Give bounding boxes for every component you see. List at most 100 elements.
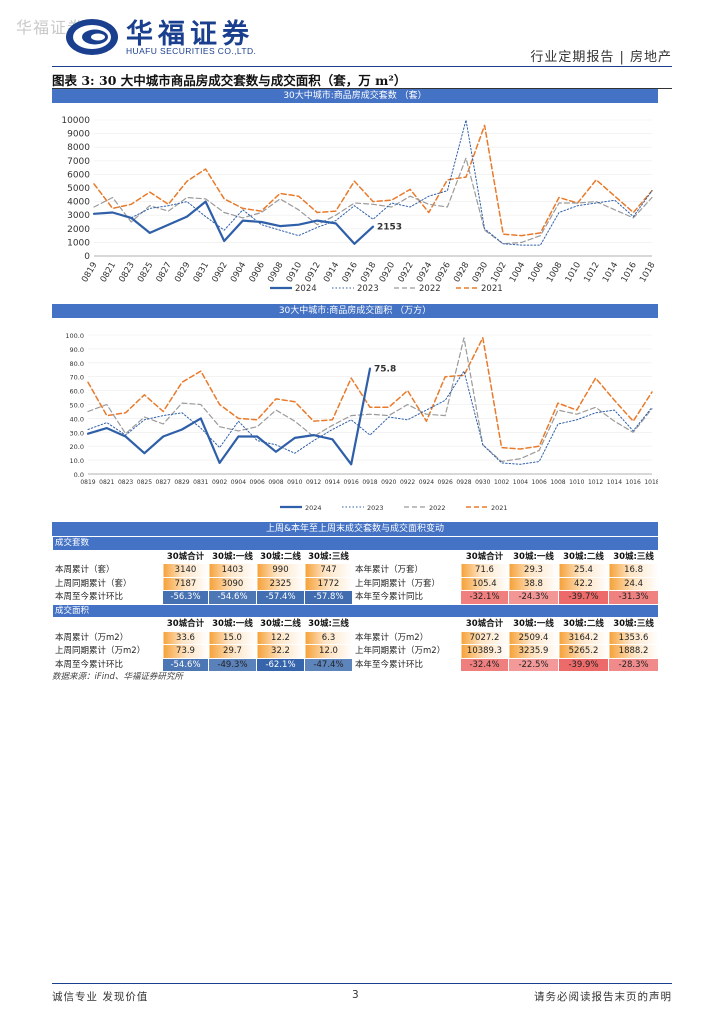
chart1-title: 30大中城市:商品房成交套数 （套） xyxy=(283,91,427,101)
x-tick-label: 0823 xyxy=(118,479,133,486)
y-tick-label: 4000 xyxy=(67,198,90,208)
y-tick-label: 2000 xyxy=(67,225,90,235)
x-tick-label: 0904 xyxy=(231,479,246,486)
row-label: 本周累计（万m2） xyxy=(52,630,163,645)
x-tick-label: 0831 xyxy=(192,261,211,285)
table-cell: 12.0 xyxy=(304,644,353,659)
x-tick-label: 0928 xyxy=(452,261,471,285)
x-tick-label: 1014 xyxy=(607,479,622,486)
y-tick-label: 70.0 xyxy=(70,374,84,382)
table-cell: 71.6 xyxy=(460,563,509,578)
table-cell: 6.3 xyxy=(304,630,353,645)
y-tick-label: 40.0 xyxy=(70,415,84,423)
x-tick-label: 0910 xyxy=(285,261,304,285)
x-tick-label: 1004 xyxy=(513,479,528,486)
legend-label-2022: 2022 xyxy=(429,504,446,512)
x-tick-label: 0924 xyxy=(415,261,434,285)
column-header: 30城:二线 xyxy=(256,617,305,632)
series-line-2022 xyxy=(93,157,653,245)
chart2-area-svg: 0.0 10.0 20.0 30.0 40.0 50.0 60.0 70.0 80.0 90.0 1… xyxy=(65,332,659,512)
legend-label-2022: 2022 xyxy=(419,284,441,294)
x-tick-label: 0914 xyxy=(325,479,340,486)
figure-title-divider xyxy=(52,88,672,89)
y-tick-label: 9000 xyxy=(67,130,90,140)
table-cell: 105.4 xyxy=(460,576,509,591)
y-tick-label: 90.0 xyxy=(70,346,84,354)
y-tick-label: 100.0 xyxy=(65,332,84,340)
table-title: 上周&本年至上周末成交套数与成交面积变动 xyxy=(265,524,445,534)
x-tick-label: 0924 xyxy=(419,479,434,486)
column-header: 30城:三线 xyxy=(607,617,660,632)
x-tick-label: 1014 xyxy=(601,261,620,285)
legend-label-2023: 2023 xyxy=(367,504,384,512)
table-cell: 7027.2 xyxy=(460,630,509,645)
x-tick-label: 0916 xyxy=(344,479,359,486)
column-header: 30城合计 xyxy=(460,617,509,632)
x-tick-label: 0821 xyxy=(99,479,114,486)
table-cell: -39.7% xyxy=(558,590,609,605)
table-cell: 42.2 xyxy=(558,576,609,591)
table-cell: 3164.2 xyxy=(558,630,609,645)
x-tick-label: 1012 xyxy=(582,261,601,285)
x-tick-label: 0920 xyxy=(378,261,397,285)
table-row: 本周累计（套） 3140 1403 990 747 本年累计（万套） 71.6 29.3 25.… xyxy=(52,563,660,578)
table-cell: -47.4% xyxy=(304,657,353,672)
x-tick-label: 0928 xyxy=(456,479,471,486)
legend-label-2021: 2021 xyxy=(491,504,508,512)
table-cell: 15.0 xyxy=(208,630,257,645)
row-label: 本年至今累计同比 xyxy=(352,590,461,605)
figure-title: 图表 3: 30 大中城市商品房成交套数与成交面积（套，万 m²） xyxy=(52,73,407,88)
y-tick-label: 50.0 xyxy=(70,402,84,410)
table-cell: 32.2 xyxy=(256,644,305,659)
column-header: 30城:三线 xyxy=(607,549,660,564)
legend-label-2023: 2023 xyxy=(357,284,379,294)
header-divider xyxy=(52,66,672,67)
brand-name-en: HUAFU SECURITIES CO.,LTD. xyxy=(126,46,257,56)
x-tick-label: 0819 xyxy=(80,261,99,285)
series-line-2024 xyxy=(92,200,375,245)
x-tick-label: 1016 xyxy=(620,261,639,285)
table-cell: -62.1% xyxy=(256,657,305,672)
table-cell: 3235.9 xyxy=(508,644,559,659)
table-cell: -39.9% xyxy=(558,657,609,672)
table-cell: 1772 xyxy=(304,576,353,591)
column-header: 30城合计 xyxy=(460,549,509,564)
chart1-title-bar: 30大中城市:商品房成交套数 （套） xyxy=(52,89,658,103)
series-line-2021 xyxy=(93,124,653,237)
row-label: 上年同期累计（万套） xyxy=(352,576,461,591)
header-spacer xyxy=(52,617,163,632)
x-tick-label: 0825 xyxy=(136,261,155,285)
table-cell: 29.7 xyxy=(208,644,257,659)
table-row: 本周至今累计环比 -56.3% -54.6% -57.4% -57.8% 本年至今累计同比… xyxy=(52,590,660,605)
x-tick-label: 0930 xyxy=(475,479,490,486)
x-tick-label: 1010 xyxy=(564,261,583,285)
y-tick-label: 6000 xyxy=(67,170,90,180)
column-header: 30城:一线 xyxy=(208,617,257,632)
table-cell: 7187 xyxy=(162,576,209,591)
report-type: 行业定期报告 | 房地产 xyxy=(530,50,672,65)
column-header: 30城:二线 xyxy=(256,549,305,564)
data-label-latest: 2153 xyxy=(377,223,402,233)
x-tick-label: 1016 xyxy=(626,479,641,486)
series-line-2023 xyxy=(87,370,653,465)
chart2-title-bar: 30大中城市:商品房成交面积 （万方） xyxy=(52,304,658,318)
x-tick-label: 1006 xyxy=(527,261,546,285)
watermark-text: 华福证券 xyxy=(16,18,85,37)
chart2-container: 0.0 10.0 20.0 30.0 40.0 50.0 60.0 70.0 80.0 90.0 1… xyxy=(52,319,660,519)
table-cell: -32.1% xyxy=(460,590,509,605)
table-cell: 33.6 xyxy=(162,630,209,645)
x-tick-label: 0918 xyxy=(359,261,378,285)
table-row: 上周同期累计（万m2） 73.9 29.7 32.2 12.0 上年同期累计（万m2） 10… xyxy=(52,644,660,659)
legend-label-2024: 2024 xyxy=(295,284,317,294)
chart1-container: 0 1000 2000 3000 4000 5000 6000 7000 8000 9000 100… xyxy=(52,104,658,300)
x-tick-label: 0926 xyxy=(434,261,453,285)
page-number: 3 xyxy=(352,989,359,1001)
x-tick-label: 1008 xyxy=(545,261,564,285)
x-tick-label: 0827 xyxy=(156,479,171,486)
table-cell: -49.3% xyxy=(208,657,257,672)
table-cell: 10389.3 xyxy=(460,644,509,659)
data-label-latest: 75.8 xyxy=(374,365,396,375)
series-line-2024 xyxy=(86,367,372,466)
x-tick-label: 0910 xyxy=(287,479,302,486)
table-cell: 16.8 xyxy=(607,563,660,578)
